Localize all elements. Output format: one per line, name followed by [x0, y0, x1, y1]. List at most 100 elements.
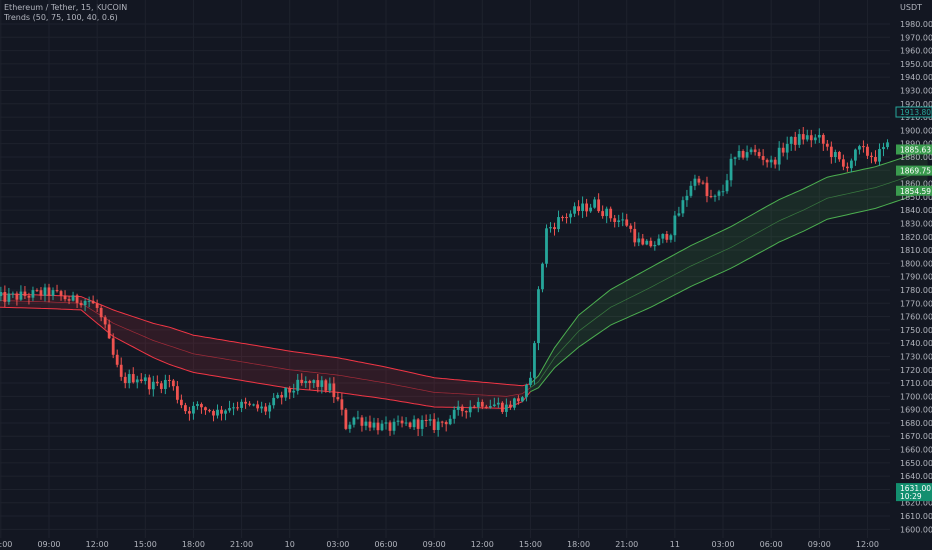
candle-down [179, 399, 183, 406]
candle-up [805, 135, 809, 140]
candle-up [669, 235, 673, 240]
trend-band [0, 149, 928, 409]
candle-down [236, 407, 239, 409]
price-tag-label: 1913.80 [900, 108, 931, 117]
candle-down [344, 409, 348, 429]
candle-down [633, 228, 637, 243]
candle-up [143, 377, 147, 382]
candle-up [878, 149, 881, 162]
price-tag-box [896, 483, 932, 502]
candle-up [272, 397, 276, 406]
candle-down [753, 149, 757, 153]
price-tag-box [896, 185, 932, 196]
x-tick-label: 03:00 [711, 540, 734, 549]
candle-up [593, 199, 597, 208]
y-tick-label: 1650.00 [900, 459, 932, 468]
candle-down [765, 159, 769, 163]
candle-down [625, 219, 629, 226]
candle-down [388, 422, 392, 431]
candle-down [175, 386, 179, 400]
candle-up [448, 418, 452, 425]
y-tick-label: 1660.00 [900, 446, 932, 455]
candle-down [845, 166, 849, 169]
candle-down [188, 411, 191, 414]
price-axis[interactable]: 1600.001610.001620.001630.001640.001650.… [900, 20, 932, 534]
candle-up [151, 381, 155, 390]
candle-down [553, 227, 556, 230]
candle-up [492, 404, 496, 407]
candle-down [432, 419, 436, 430]
candle-down [585, 203, 589, 212]
candle-down [23, 291, 27, 296]
candle-up [83, 300, 87, 306]
candle-up [621, 219, 625, 221]
candle-down [408, 422, 412, 428]
candle-down [300, 379, 304, 384]
candle-down [147, 377, 151, 390]
y-tick-label: 1970.00 [900, 33, 932, 42]
candle-down [91, 300, 95, 304]
candle-up [689, 185, 693, 196]
candle-down [79, 302, 83, 306]
candle-down [761, 156, 765, 160]
candle-down [376, 422, 380, 431]
time-axis[interactable]: 06:00 09:00 12:00 15:00 18:00 21:00 10 03:00 06:… [0, 540, 879, 549]
candle-down [27, 295, 31, 298]
y-tick-label: 1810.00 [900, 246, 932, 255]
y-tick-label: 1640.00 [900, 472, 932, 481]
y-tick-label: 1770.00 [900, 299, 932, 308]
chart-legend: Ethereum / Tether, 15, KUCOIN Trends (50… [4, 3, 127, 23]
x-tick-label: 03:00 [326, 540, 349, 549]
y-tick-label: 1610.00 [900, 512, 932, 521]
candle-down [316, 380, 320, 387]
x-tick-label: 10 [285, 540, 295, 549]
candle-up [352, 417, 356, 425]
y-tick-label: 1710.00 [900, 379, 932, 388]
candle-down [47, 287, 51, 296]
candle-up [392, 421, 396, 431]
candle-up [833, 151, 837, 158]
candle-down [709, 196, 713, 198]
y-tick-label: 1950.00 [900, 60, 932, 69]
y-tick-label: 1820.00 [900, 233, 932, 242]
y-tick-label: 1750.00 [900, 326, 932, 335]
indicator-title[interactable]: Trends (50, 75, 100, 40, 0.6) [4, 13, 118, 22]
candle-up [637, 238, 641, 243]
candle-up [192, 405, 195, 414]
candle-down [741, 151, 745, 158]
candle-up [364, 421, 368, 426]
candle-up [372, 422, 376, 428]
candle-up [573, 206, 576, 214]
x-tick-label: 12:00 [856, 540, 879, 549]
band-up-lower-line [530, 190, 928, 393]
candle-up [557, 217, 560, 230]
candle-up [605, 208, 609, 217]
y-tick-label: 1800.00 [900, 259, 932, 268]
candle-up [817, 134, 821, 138]
candle-up [468, 406, 472, 413]
candle-down [288, 387, 292, 393]
candle-down [874, 157, 877, 162]
symbol-title[interactable]: Ethereum / Tether, 15, KUCOIN [4, 3, 128, 12]
candle-down [167, 379, 171, 381]
candle-up [729, 158, 733, 181]
y-tick-label: 1910.00 [900, 113, 932, 122]
candle-down [15, 293, 19, 300]
candle-up [396, 420, 400, 422]
candle-down [264, 406, 268, 412]
candle-down [67, 299, 71, 301]
candle-up [0, 292, 3, 297]
candle-down [601, 211, 605, 217]
x-tick-label: 18:00 [567, 540, 590, 549]
candle-down [244, 401, 247, 404]
price-tag-label: 1869.75 [900, 167, 931, 176]
y-tick-label: 1860.00 [900, 180, 932, 189]
candle-down [870, 155, 873, 158]
candle-down [3, 292, 7, 302]
band-down-mid-line [0, 300, 531, 397]
x-tick-label: 06:00 [760, 540, 783, 549]
candle-down [862, 146, 865, 148]
candle-down [111, 338, 115, 355]
candle-up [749, 149, 753, 153]
